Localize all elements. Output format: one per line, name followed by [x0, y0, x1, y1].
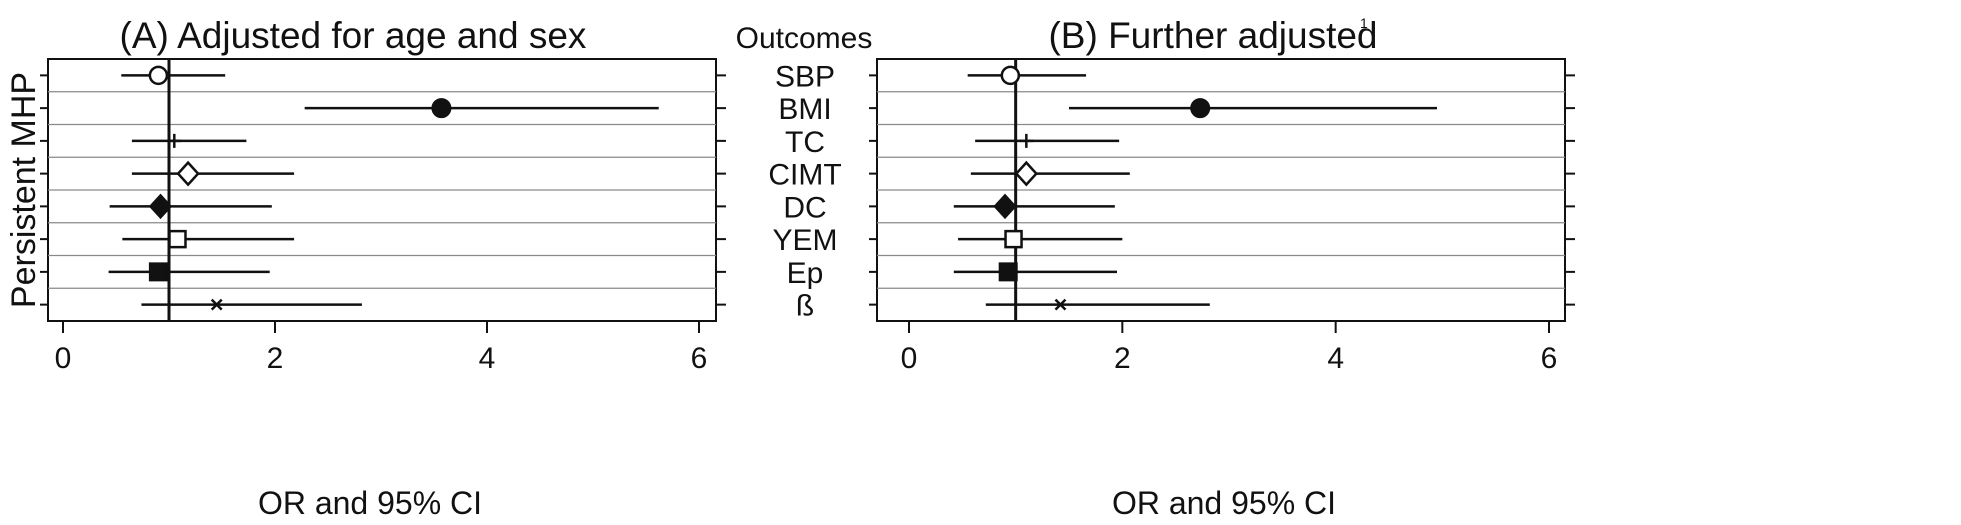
point-marker-ep: [998, 262, 1018, 282]
point-marker-beta: [210, 298, 223, 311]
point-marker-dc: [993, 193, 1017, 220]
panel-a-gridlines: [48, 91, 716, 289]
outcome-label: YEM: [772, 224, 837, 257]
x-tick-label: 2: [267, 342, 284, 375]
point-marker-yem: [168, 229, 187, 249]
panel-a-y-ticks: [40, 74, 726, 306]
x-tick-label: 0: [901, 342, 918, 375]
point-marker-tc: [167, 133, 182, 148]
point-marker-cimt: [1014, 160, 1039, 187]
point-marker-bmi: [431, 98, 452, 119]
point-marker-beta: [1054, 298, 1067, 311]
panel-b-title-text: (B) Further adjusted: [1048, 15, 1377, 56]
point-marker-yem: [1004, 229, 1023, 249]
panel-a-title: (A) Adjusted for age and sex: [120, 15, 587, 56]
outcome-label: Ep: [787, 257, 824, 290]
point-marker-cimt: [176, 160, 200, 187]
panel-b-y-ticks: [869, 74, 1575, 306]
outcomes-header: Outcomes: [736, 22, 873, 55]
outcome-label: SBP: [775, 60, 835, 93]
x-tick-label: 2: [1114, 342, 1131, 375]
panel-b-x-axis-label: OR and 95% CI: [1112, 485, 1336, 521]
outcome-label: BMI: [778, 93, 831, 126]
panel-b-title-superscript: 1: [1360, 15, 1368, 31]
outcome-label: CIMT: [768, 159, 841, 192]
point-marker-sbp: [1000, 65, 1021, 86]
panel-b: (B) Further adjusted 1 0 2 4 6 OR and 95% C…: [869, 15, 1575, 521]
x-tick-label: 6: [1541, 342, 1558, 375]
point-marker-bmi: [1190, 98, 1211, 119]
panel-b-gridlines: [877, 91, 1565, 289]
panel-a-x-axis-label: OR and 95% CI: [258, 485, 482, 521]
panel-a: (A) Adjusted for age and sex 0 2 4 6 OR and…: [5, 15, 726, 521]
outcome-label: DC: [783, 191, 826, 224]
panel-b-title: (B) Further adjusted: [1048, 15, 1377, 56]
x-tick-label: 4: [479, 342, 496, 375]
x-tick-label: 4: [1327, 342, 1344, 375]
point-marker-dc: [148, 193, 173, 220]
point-marker-ep: [148, 262, 168, 282]
outcome-label: TC: [785, 126, 825, 159]
point-marker-sbp: [148, 65, 169, 86]
y-group-label: Persistent MHP: [5, 72, 43, 308]
x-tick-label: 6: [691, 342, 708, 375]
panel-a-marks: [108, 65, 659, 311]
panel-a-x-ticks: 0 2 4 6: [55, 321, 708, 375]
panel-b-marks: [953, 65, 1437, 311]
x-tick-label: 0: [55, 342, 72, 375]
point-marker-tc: [1019, 133, 1034, 148]
outcome-label: ß: [796, 290, 814, 323]
panel-b-x-ticks: 0 2 4 6: [901, 321, 1558, 375]
